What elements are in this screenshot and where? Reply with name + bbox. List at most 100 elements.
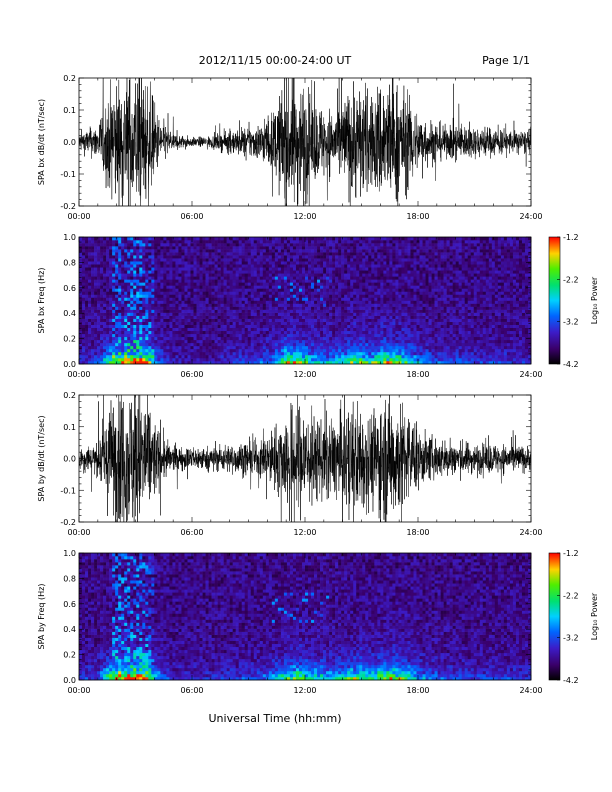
spectrogram-cell [301, 246, 306, 250]
spectrogram-cell [172, 246, 176, 250]
spectrogram-cell [238, 306, 243, 310]
spectrogram-cell [91, 324, 95, 329]
spectrogram-cell [115, 279, 119, 283]
spectrogram-cell [262, 273, 267, 277]
spectrogram-cell [262, 243, 267, 247]
spectrogram-cell [106, 318, 110, 322]
spectrogram-cell [250, 339, 255, 344]
spectrogram-cell [298, 252, 303, 256]
spectrogram-cell [295, 324, 300, 329]
spectrogram-cell [160, 360, 164, 365]
spectrogram-cell [136, 237, 140, 241]
spectrogram-cell [308, 324, 312, 329]
spectrogram-cell [148, 354, 152, 359]
spectrogram-cell [392, 351, 396, 356]
spectrogram-cell [169, 264, 173, 268]
spectrogram-cell [323, 300, 327, 304]
spectrogram-cell [226, 348, 230, 353]
spectrogram-cell [145, 255, 149, 259]
spectrogram-cell [151, 330, 155, 335]
spectrogram-cell [368, 360, 372, 365]
spectrogram-cell [326, 321, 330, 325]
spectrogram-cell [308, 357, 312, 362]
spectrogram-cell [97, 360, 101, 365]
spectrogram-cell [220, 285, 224, 289]
spectrogram-cell [118, 306, 122, 310]
spectrogram-cell [112, 336, 116, 341]
spectrogram-cell [308, 243, 312, 247]
spectrogram-cell [380, 252, 384, 256]
spectrogram-cell [235, 255, 239, 259]
spectrogram-cell [145, 306, 149, 310]
spectrogram-cell [359, 273, 363, 277]
spectrogram-cell [235, 330, 239, 335]
spectrogram-cell [202, 315, 206, 319]
spectrogram-cell [289, 282, 294, 286]
spectrogram-cell [353, 261, 357, 265]
spectrogram-cell [211, 267, 215, 271]
spectrogram-cell [425, 258, 429, 262]
spectrogram-cell [91, 240, 95, 244]
spectrogram-cell [208, 312, 212, 316]
spectrogram-cell [422, 321, 426, 325]
spectrogram-cell [262, 252, 267, 256]
spectrogram-cell [190, 249, 194, 253]
spectrogram-cell [142, 273, 146, 277]
spectrogram-cell [208, 249, 212, 253]
spectrogram-cell [220, 270, 224, 274]
spectrogram-cell [392, 249, 396, 253]
spectrogram-cell [422, 264, 426, 268]
spectrogram-cell [362, 249, 366, 253]
spectrogram-cell [220, 258, 224, 262]
spectrogram-cell [109, 306, 113, 310]
spectrogram-cell [407, 270, 411, 274]
spectrogram-cell [413, 297, 417, 301]
spectrogram-cell [289, 255, 294, 259]
spectrogram-cell [223, 291, 227, 295]
spectrogram-cell [401, 288, 405, 292]
spectrogram-cell [100, 270, 104, 274]
spectrogram-cell [383, 264, 387, 268]
spectrogram-cell [347, 333, 351, 338]
spectrogram-cell [359, 294, 363, 298]
spectrogram-cell [214, 294, 218, 298]
spectrogram-cell [139, 351, 143, 356]
spectrogram-cell [271, 309, 276, 313]
spectrogram-cell [106, 330, 110, 335]
spectrogram-cell [196, 297, 200, 301]
spectrogram-cell [157, 336, 161, 341]
spectrogram-cell [350, 279, 354, 283]
spectrogram-cell [136, 270, 140, 274]
spectrogram-cell [377, 300, 381, 304]
spectrogram-cell [335, 243, 339, 247]
spectrogram-cell [136, 240, 140, 244]
spectrogram-cell [190, 348, 194, 353]
spectrogram-cell [274, 315, 279, 319]
spectrogram-cell [362, 360, 366, 365]
spectrogram-cell [413, 261, 417, 265]
spectrogram-cell [338, 240, 342, 244]
spectrogram-cell [175, 336, 179, 341]
spectrogram-cell [353, 279, 357, 283]
spectrogram-cell [383, 237, 387, 241]
spectrogram-cell [329, 315, 333, 319]
spectrogram-cell [353, 315, 357, 319]
spectrogram-cell [335, 321, 339, 325]
spectrogram-cell [103, 306, 107, 310]
spectrogram-cell [121, 258, 125, 262]
spectrogram-cell [166, 336, 170, 341]
spectrogram-cell [416, 270, 420, 274]
spectrogram-cell [94, 348, 98, 353]
spectrogram-cell [82, 279, 86, 283]
spectrogram-cell [232, 315, 236, 319]
spectrogram-cell [238, 288, 243, 292]
spectrogram-cell [160, 267, 164, 271]
spectrogram-cell [392, 264, 396, 268]
spectrogram-cell [112, 306, 116, 310]
spectrogram-cell [286, 249, 291, 253]
spectrogram-cell [256, 240, 261, 244]
spectrogram-cell [305, 333, 309, 338]
spectrogram-cell [262, 327, 267, 332]
spectrogram-cell [386, 342, 390, 347]
spectrogram-cell [392, 300, 396, 304]
